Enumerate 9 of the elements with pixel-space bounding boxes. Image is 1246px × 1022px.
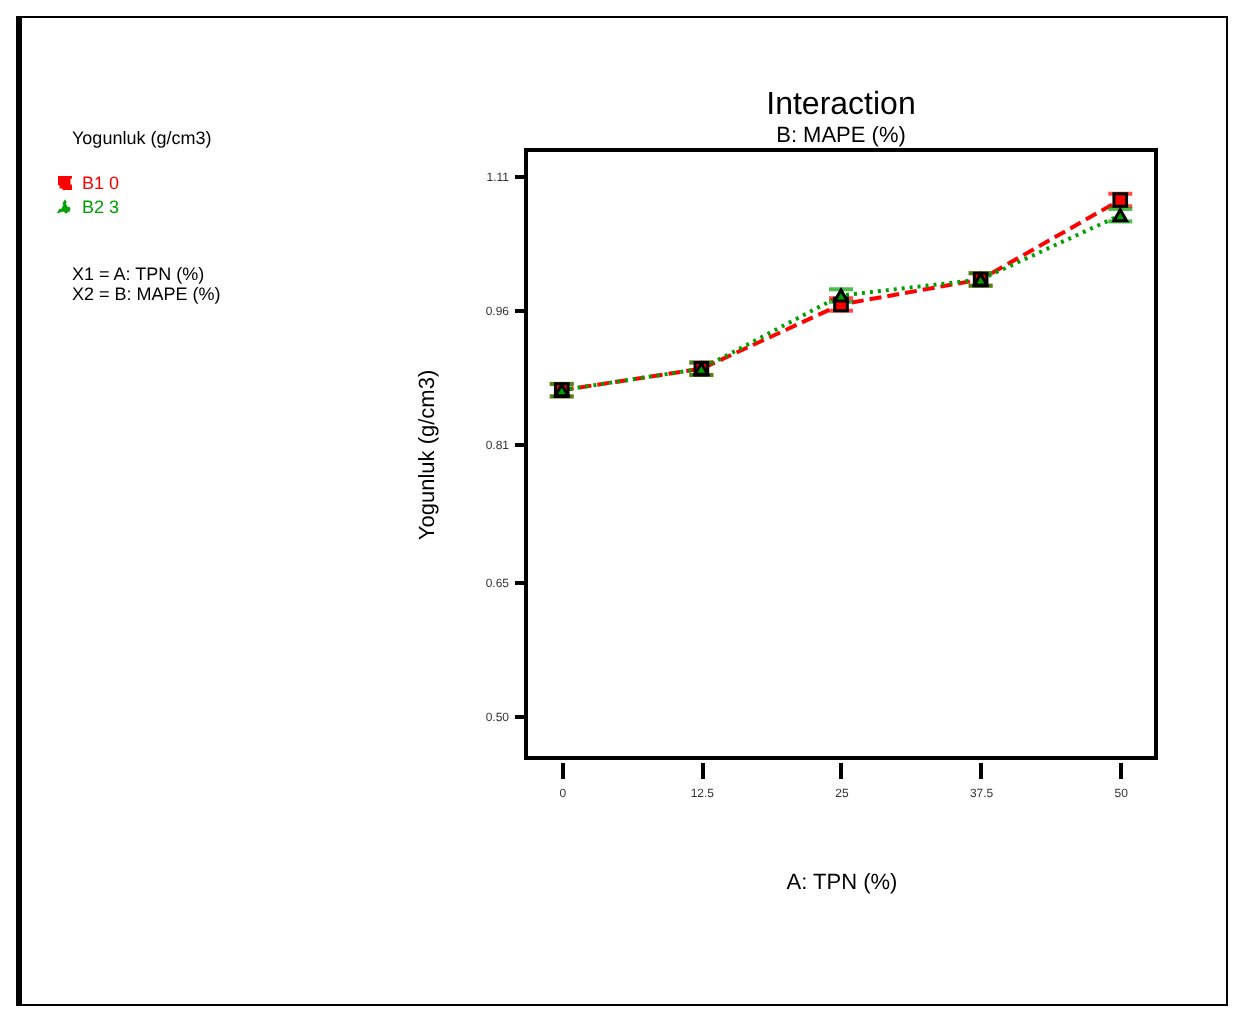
text: X1 = A: TPN (%) xyxy=(72,264,205,284)
legend-label: B2 3 xyxy=(82,197,120,217)
chart-title: Interaction xyxy=(766,88,916,122)
chart-subtitle: B: MAPE (%) xyxy=(776,124,906,148)
text: X2 = B: MAPE (%) xyxy=(72,284,221,304)
x-axis-title: A: TPN (%) xyxy=(786,871,898,895)
y-axis-title: Yogunluk (g/cm3) xyxy=(415,369,440,541)
legend-label: B1 0 xyxy=(82,173,120,193)
text: Yogunluk (g/cm3) xyxy=(72,128,212,148)
